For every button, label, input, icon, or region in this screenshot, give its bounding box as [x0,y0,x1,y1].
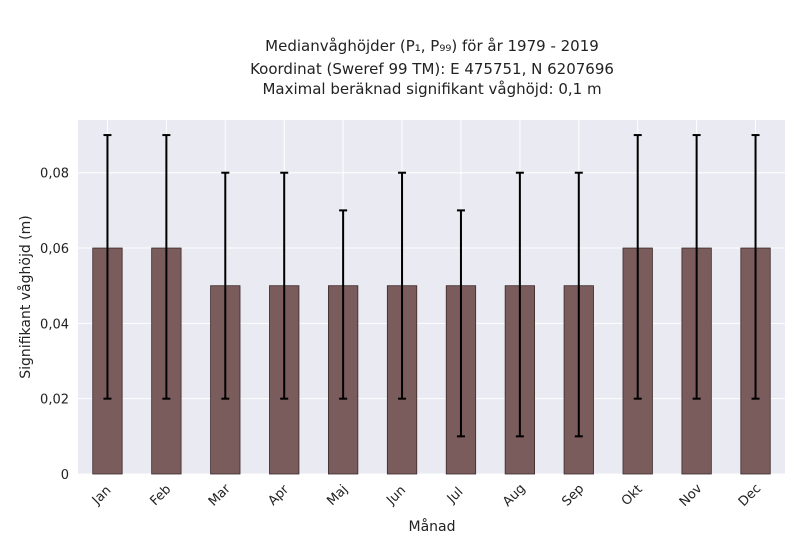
x-tick-label: Apr [265,482,292,509]
error-bar-sep [574,171,583,438]
x-tick-label: Mar [206,481,234,509]
error-bar-dec [751,134,760,400]
x-axis-label: Månad [409,518,456,535]
error-bars [103,134,760,438]
error-bar-maj [339,209,348,400]
x-tick-label: Sep [559,482,587,510]
plot-area [78,120,785,474]
y-tick-label: 0,08 [40,167,69,182]
error-bar-apr [280,171,289,400]
y-tick-label: 0,02 [40,393,69,408]
error-bar-mar [221,171,230,400]
chart-title-line-3: Maximal beräknad signifikant våghöjd: 0,… [262,80,601,98]
y-tick-label: 0,04 [40,317,69,332]
chart-title: Medianvåghöjder (P₁, P₉₉) för år 1979 - … [250,37,614,98]
x-tick-label: Nov [677,481,706,510]
error-bar-jan [103,134,112,400]
error-bar-okt [633,134,642,400]
y-tick-label: 0,06 [40,242,69,257]
x-tick-label: Dec [736,481,764,509]
y-axis-ticks: 0 0,02 0,04 0,06 0,08 [40,167,69,483]
x-tick-label: Jan [89,483,114,508]
error-bar-jun [398,171,407,400]
x-tick-label: Aug [500,481,529,510]
x-axis-ticks: Jan Feb Mar Apr Maj Jun Jul Aug Sep Okt Nov Dec [89,481,764,510]
x-tick-label: Jul [444,485,466,507]
x-tick-label: Jun [383,483,409,509]
error-bar-feb [162,134,171,400]
y-axis-label: Signifikant våghöjd (m) [17,215,34,378]
chart-title-line-1: Medianvåghöjder (P₁, P₉₉) för år 1979 - … [265,37,599,55]
x-tick-label: Feb [147,482,174,509]
x-tick-label: Okt [619,482,646,509]
x-tick-label: Maj [324,482,351,509]
y-tick-label: 0 [61,468,69,483]
error-bar-nov [692,134,701,400]
chart-title-line-2: Koordinat (Sweref 99 TM): E 475751, N 62… [250,60,614,78]
error-bar-aug [515,171,524,438]
error-bar-jul [456,209,465,438]
